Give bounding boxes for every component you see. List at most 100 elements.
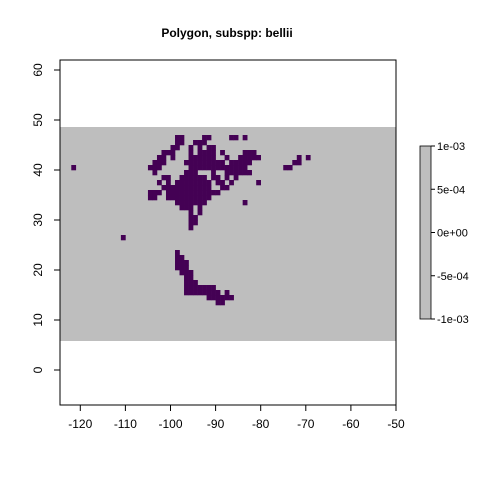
presence-cell <box>193 215 198 221</box>
presence-cell <box>188 150 194 156</box>
presence-cell <box>184 265 189 271</box>
presence-cell <box>188 145 194 151</box>
presence-cell <box>206 185 212 191</box>
presence-cell <box>193 175 198 181</box>
x-tick-label: -100 <box>158 417 182 431</box>
presence-cell <box>197 285 203 291</box>
presence-cell <box>242 165 248 171</box>
presence-cell <box>211 160 216 166</box>
presence-cell <box>233 170 239 176</box>
presence-cell <box>238 155 243 161</box>
presence-cell <box>188 190 194 196</box>
presence-cell <box>229 170 234 176</box>
x-tick-label: -70 <box>297 417 315 431</box>
presence-cell <box>175 200 180 206</box>
presence-cell <box>184 280 189 286</box>
presence-cell <box>202 175 207 181</box>
presence-cell <box>197 190 203 196</box>
x-axis: -120 -110 -100 -90 -80 -70 -60 -50 <box>68 404 405 431</box>
presence-cell <box>193 180 198 186</box>
background-raster <box>60 127 396 341</box>
presence-cell <box>156 160 162 166</box>
presence-cell <box>242 135 248 141</box>
presence-cell <box>175 260 180 266</box>
legend-tick-label: 1e-03 <box>437 141 465 153</box>
presence-cell <box>179 185 185 191</box>
presence-cell <box>197 210 203 216</box>
presence-cell <box>161 155 167 161</box>
presence-cell <box>193 220 198 226</box>
presence-cell <box>197 180 203 186</box>
presence-cell <box>238 160 243 166</box>
y-tick-label: 20 <box>31 263 45 277</box>
presence-cell <box>188 270 194 276</box>
presence-cell <box>175 190 180 196</box>
presence-cell <box>170 195 176 201</box>
presence-cell <box>233 135 239 141</box>
presence-cell <box>175 135 180 141</box>
presence-cell <box>220 295 225 301</box>
presence-cell <box>175 180 180 186</box>
presence-cell <box>242 160 248 166</box>
presence-cell <box>242 170 248 176</box>
presence-cell <box>175 195 180 201</box>
presence-cell <box>184 275 189 281</box>
presence-cell <box>188 170 194 176</box>
presence-cell <box>197 165 203 171</box>
x-tick-label: -120 <box>68 417 92 431</box>
presence-cell <box>179 265 185 271</box>
presence-cell <box>175 265 180 271</box>
presence-cell <box>229 135 234 141</box>
presence-cell <box>224 165 230 171</box>
presence-cell <box>179 140 185 146</box>
presence-cell <box>184 270 189 276</box>
presence-cell <box>292 160 298 166</box>
presence-cell <box>152 165 158 171</box>
presence-cell <box>179 180 185 186</box>
presence-cell <box>206 150 212 156</box>
y-tick-label: 30 <box>31 213 45 227</box>
presence-cell <box>179 200 185 206</box>
presence-cell <box>242 155 248 161</box>
presence-cell <box>206 290 212 296</box>
presence-cell <box>165 195 171 201</box>
presence-cell <box>165 185 171 191</box>
presence-cell <box>193 155 198 161</box>
presence-cell <box>220 300 225 306</box>
presence-cell <box>179 195 185 201</box>
presence-cell <box>197 205 203 211</box>
presence-cell <box>211 150 216 156</box>
presence-cell <box>165 175 171 181</box>
presence-cell <box>170 190 176 196</box>
presence-cell <box>211 155 216 161</box>
presence-cell <box>215 290 221 296</box>
presence-cell <box>179 135 185 141</box>
presence-cell <box>170 185 176 191</box>
presence-cell <box>296 160 302 166</box>
presence-cell <box>188 220 194 226</box>
presence-cell <box>206 160 212 166</box>
presence-cell <box>156 190 162 196</box>
presence-cell <box>287 165 293 171</box>
presence-cell <box>197 155 203 161</box>
presence-cell <box>147 165 153 171</box>
presence-cell <box>229 165 234 171</box>
presence-cell <box>229 160 234 166</box>
presence-cell <box>188 180 194 186</box>
presence-cell <box>206 190 212 196</box>
presence-cell <box>184 170 189 176</box>
presence-cell <box>193 160 198 166</box>
presence-cell <box>152 190 158 196</box>
presence-cell <box>220 165 225 171</box>
presence-cell <box>211 295 216 301</box>
legend-tick-label: -1e-03 <box>437 314 469 326</box>
presence-cell <box>197 195 203 201</box>
legend-tick-label: -5e-04 <box>437 271 469 283</box>
presence-cell <box>229 180 234 186</box>
presence-cell <box>256 155 261 161</box>
presence-cell <box>215 295 221 301</box>
legend-colorbar <box>419 145 432 320</box>
presence-cell <box>224 295 230 301</box>
presence-cell <box>188 165 194 171</box>
